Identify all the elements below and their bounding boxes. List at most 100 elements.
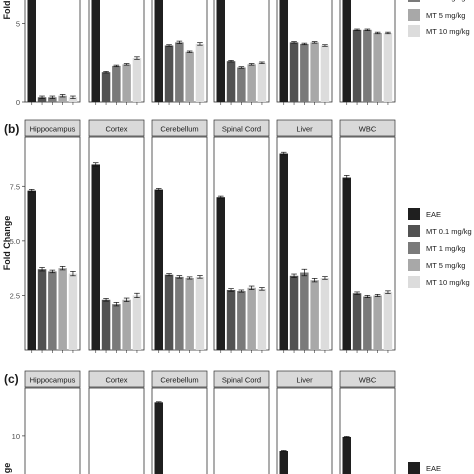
y-tick-label: 0	[16, 98, 20, 107]
bar	[320, 45, 330, 102]
bar	[132, 58, 142, 102]
y-tick-label: 5.0	[10, 237, 20, 246]
facet-strip	[151, 119, 208, 137]
facet-strip	[24, 119, 81, 137]
facet-strip-label: Cerebellum	[160, 125, 198, 134]
y-tick-label: 7.5	[10, 182, 20, 191]
facet-liver: Liver	[276, 119, 333, 353]
bar	[112, 304, 121, 350]
legend-swatch	[408, 462, 420, 474]
facet-strip-label: Cortex	[105, 376, 127, 385]
bar	[185, 51, 194, 102]
facet-strip	[339, 119, 396, 137]
facet-liver	[276, 0, 333, 105]
bar	[237, 67, 246, 102]
facet-strip-label: WBC	[359, 125, 377, 134]
bar	[91, 0, 100, 102]
facet-panel-border	[24, 387, 81, 474]
bar	[68, 97, 78, 102]
bar	[363, 29, 372, 102]
facet-spinal-cord: Spinal Cord	[213, 370, 270, 474]
bar	[27, 190, 36, 350]
legend-label: EAE	[426, 210, 441, 219]
bar	[247, 64, 256, 102]
bar	[363, 296, 372, 350]
facet-hippocampus: Hippocampus	[24, 370, 81, 474]
bar	[300, 43, 309, 102]
facet-strip-label: Hippocampus	[30, 125, 76, 134]
panel-1: Fold 5 0 MT 1 mg/kg MT 5 mg/kg MT 10 mg/kg	[2, 0, 470, 107]
facet-strip-label: Cerebellum	[160, 376, 198, 385]
facet-hippocampus	[24, 0, 81, 105]
bar	[226, 61, 236, 102]
legend-label: MT 1 mg/kg	[426, 0, 465, 2]
bar	[101, 72, 111, 102]
bar	[175, 276, 184, 350]
bar	[279, 451, 288, 474]
facet-strip-label: Liver	[296, 376, 313, 385]
facet-strip	[88, 370, 145, 388]
facet-liver: Liver	[276, 370, 333, 474]
bar	[37, 97, 47, 102]
facet-strip	[213, 119, 270, 137]
legend-label: MT 1 mg/kg	[426, 244, 465, 253]
facet-strip-label: WBC	[359, 376, 377, 385]
bar	[154, 402, 163, 474]
bar	[37, 269, 47, 350]
facet-cortex: Cortex	[88, 370, 145, 474]
facet-spinal-cord	[213, 0, 270, 105]
facet-strip	[151, 370, 208, 388]
bar	[373, 32, 382, 103]
bar	[58, 268, 67, 350]
facet-strip-label: Cortex	[105, 125, 127, 134]
facet-panel-border	[276, 387, 333, 474]
bar	[237, 291, 246, 350]
bar	[342, 0, 351, 102]
bar	[112, 65, 121, 102]
bar	[257, 288, 267, 350]
facet-cerebellum	[151, 0, 208, 105]
panel-label: (b)	[4, 122, 19, 136]
facet-strip-label: Spinal Cord	[222, 125, 261, 134]
facet-spinal-cord: Spinal Cord	[213, 119, 270, 353]
legend-swatch	[408, 0, 420, 2]
bar	[383, 292, 393, 350]
bar	[342, 177, 351, 350]
facet-strip	[276, 370, 333, 388]
bar	[216, 197, 225, 350]
facet-panel-border	[213, 387, 270, 474]
bar	[247, 287, 256, 350]
bar	[185, 277, 194, 350]
y-tick-label: 5	[16, 20, 20, 29]
bar	[154, 189, 163, 350]
facet-wbc: WBC	[339, 370, 396, 474]
bar	[154, 0, 163, 102]
panel-label: (c)	[4, 372, 19, 386]
bar	[122, 64, 131, 102]
legend-label: MT 10 mg/kg	[426, 27, 470, 36]
legend: EAE	[408, 462, 441, 474]
bar	[164, 45, 174, 102]
legend-label: EAE	[426, 464, 441, 473]
legend: EAE MT 0.1 mg/kg MT 1 mg/kg MT 5 mg/kg MT 10…	[408, 208, 472, 288]
legend-swatch	[408, 208, 420, 220]
panel-3: (c) ge 10 Hippocampus Cortex Cerebellum Spinal…	[2, 370, 441, 474]
facet-panel-border	[88, 387, 145, 474]
bar	[91, 164, 100, 350]
facet-cerebellum: Cerebellum	[151, 119, 208, 353]
bar	[226, 289, 236, 350]
bar	[279, 0, 288, 102]
bar	[48, 271, 57, 350]
bar	[27, 0, 36, 102]
bar	[164, 274, 174, 350]
bar	[101, 299, 111, 350]
bar	[132, 295, 142, 350]
legend-swatch	[408, 276, 420, 288]
bar	[257, 62, 267, 102]
bar	[310, 280, 319, 350]
facet-cerebellum: Cerebellum	[151, 370, 208, 474]
facet-strip	[213, 370, 270, 388]
bar	[300, 272, 309, 350]
legend-label: MT 10 mg/kg	[426, 278, 470, 287]
